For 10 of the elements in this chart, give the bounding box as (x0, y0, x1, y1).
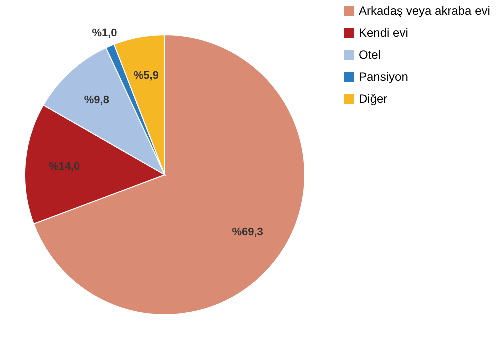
data-label: %9,8 (84, 94, 110, 107)
data-label: %14,0 (48, 160, 80, 173)
data-label: %5,9 (134, 70, 159, 82)
legend-label: Kendi evi (359, 26, 408, 40)
data-label: %1,0 (92, 27, 118, 40)
legend-label: Diğer (359, 92, 388, 106)
legend-label: Otel (359, 48, 382, 62)
legend-label: Arkadaş veya akraba evi (359, 4, 490, 18)
legend-label: Pansiyon (359, 70, 408, 84)
data-label: %69,3 (232, 226, 264, 238)
